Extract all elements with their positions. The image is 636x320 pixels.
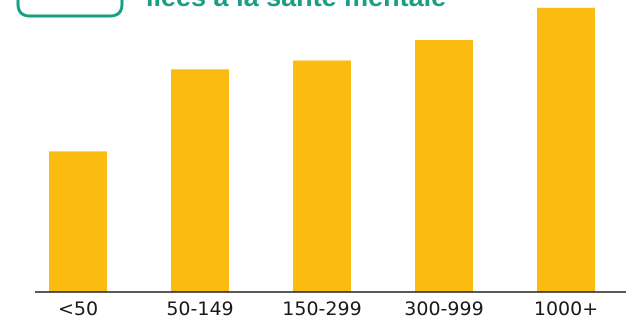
bar-0 <box>49 151 107 292</box>
x-tick-label-4: 1000+ <box>534 298 598 320</box>
bar-1 <box>171 69 229 292</box>
x-tick-label-2: 150-299 <box>282 298 361 320</box>
x-tick-label-1: 50-149 <box>166 298 233 320</box>
x-tick-label-0: <50 <box>58 298 98 320</box>
bar-4 <box>537 7 595 293</box>
header-frame-fragment <box>16 0 124 18</box>
bars-group <box>49 7 595 293</box>
x-tick-labels: <50 50-149 150-299 300-999 1000+ <box>58 298 598 320</box>
chart-title: liées à la santé mentale <box>146 0 446 12</box>
x-tick-label-3: 300-999 <box>404 298 483 320</box>
bar-3 <box>415 40 473 292</box>
bar-2 <box>293 60 351 292</box>
